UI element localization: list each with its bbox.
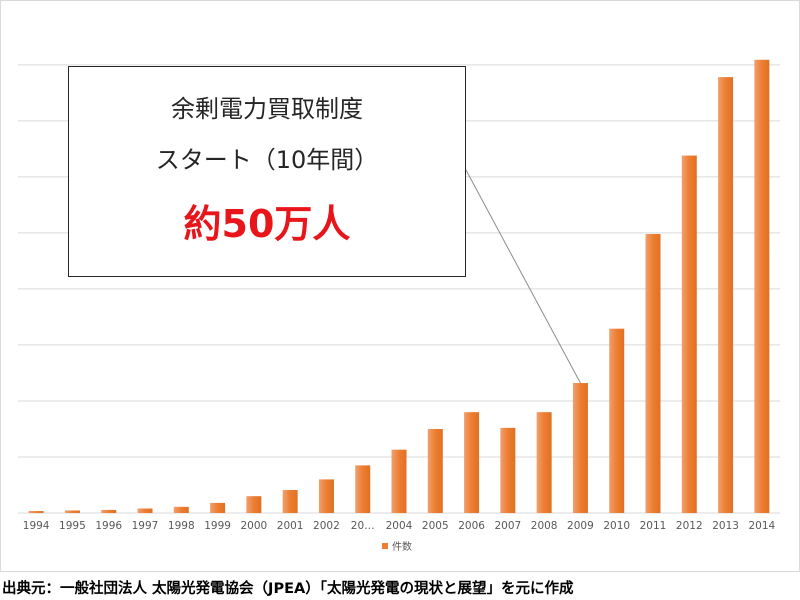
- x-tick-label: 1995: [59, 520, 86, 532]
- bar-chart: 1994 1995 1996 1997 1998 1999 2000 2001 2002 20… 2…: [18, 59, 780, 553]
- x-tick-label: 1998: [168, 520, 195, 532]
- x-tick-label: 2006: [458, 520, 485, 532]
- x-tick-label: 2007: [494, 520, 521, 532]
- bar-2009: [572, 383, 588, 513]
- bar-2000: [246, 496, 262, 513]
- x-tick-label: 2004: [386, 520, 413, 532]
- x-tick-label: 1999: [204, 520, 231, 532]
- x-tick-label: 2013: [712, 520, 739, 532]
- x-tick-labels: 1994 1995 1996 1997 1998 1999 2000 2001 2002 20… 2…: [23, 520, 776, 532]
- x-tick-label: 2011: [640, 520, 667, 532]
- x-tick-label: 1996: [95, 520, 122, 532]
- callout-pointer-line: [465, 169, 581, 384]
- legend-swatch: [382, 543, 388, 549]
- bar-2013: [718, 77, 734, 513]
- bar-2007: [500, 427, 516, 513]
- x-tick-label: 2000: [240, 520, 267, 532]
- bar-2001: [282, 490, 298, 513]
- bar-2005: [427, 428, 443, 513]
- bar-2006: [464, 412, 480, 513]
- x-tick-label: 2005: [422, 520, 449, 532]
- bars: [28, 59, 770, 514]
- bar-2002: [318, 479, 334, 513]
- bar-20…: [355, 465, 371, 513]
- callout-subtitle: スタート（10年間）: [155, 146, 379, 174]
- x-tick-label: 2012: [676, 520, 703, 532]
- x-tick-label: 2014: [748, 520, 775, 532]
- x-tick-label: 2008: [531, 520, 558, 532]
- x-tick-label: 1994: [23, 520, 50, 532]
- x-tick-label: 2001: [277, 520, 304, 532]
- bar-1998: [173, 506, 189, 513]
- source-note: 出典元：一般社団法人 太陽光発電協会（JPEA）「太陽光発電の現状と展望」を元に…: [2, 581, 574, 597]
- bar-2011: [645, 234, 661, 513]
- bar-2008: [536, 412, 552, 513]
- bar-1995: [64, 510, 80, 513]
- bar-1996: [101, 509, 117, 513]
- x-tick-label: 2009: [567, 520, 594, 532]
- x-tick-label: 1997: [132, 520, 159, 532]
- legend-label: 件数: [392, 540, 412, 553]
- callout-box: 余剰電力買取制度 スタート（10年間） 約50万人: [68, 66, 466, 277]
- legend: 件数: [382, 540, 412, 553]
- bar-1999: [210, 502, 226, 513]
- bar-1997: [137, 508, 153, 513]
- bar-2010: [609, 328, 625, 513]
- x-tick-label: 2002: [313, 520, 340, 532]
- bar-2004: [391, 449, 407, 513]
- callout-highlight: 約50万人: [183, 202, 351, 246]
- bar-1994: [28, 511, 44, 513]
- x-tick-label: 20…: [351, 520, 375, 532]
- bar-2014: [754, 59, 770, 514]
- bar-2012: [681, 155, 697, 513]
- x-tick-label: 2010: [603, 520, 630, 532]
- callout-title: 余剰電力買取制度: [171, 95, 363, 123]
